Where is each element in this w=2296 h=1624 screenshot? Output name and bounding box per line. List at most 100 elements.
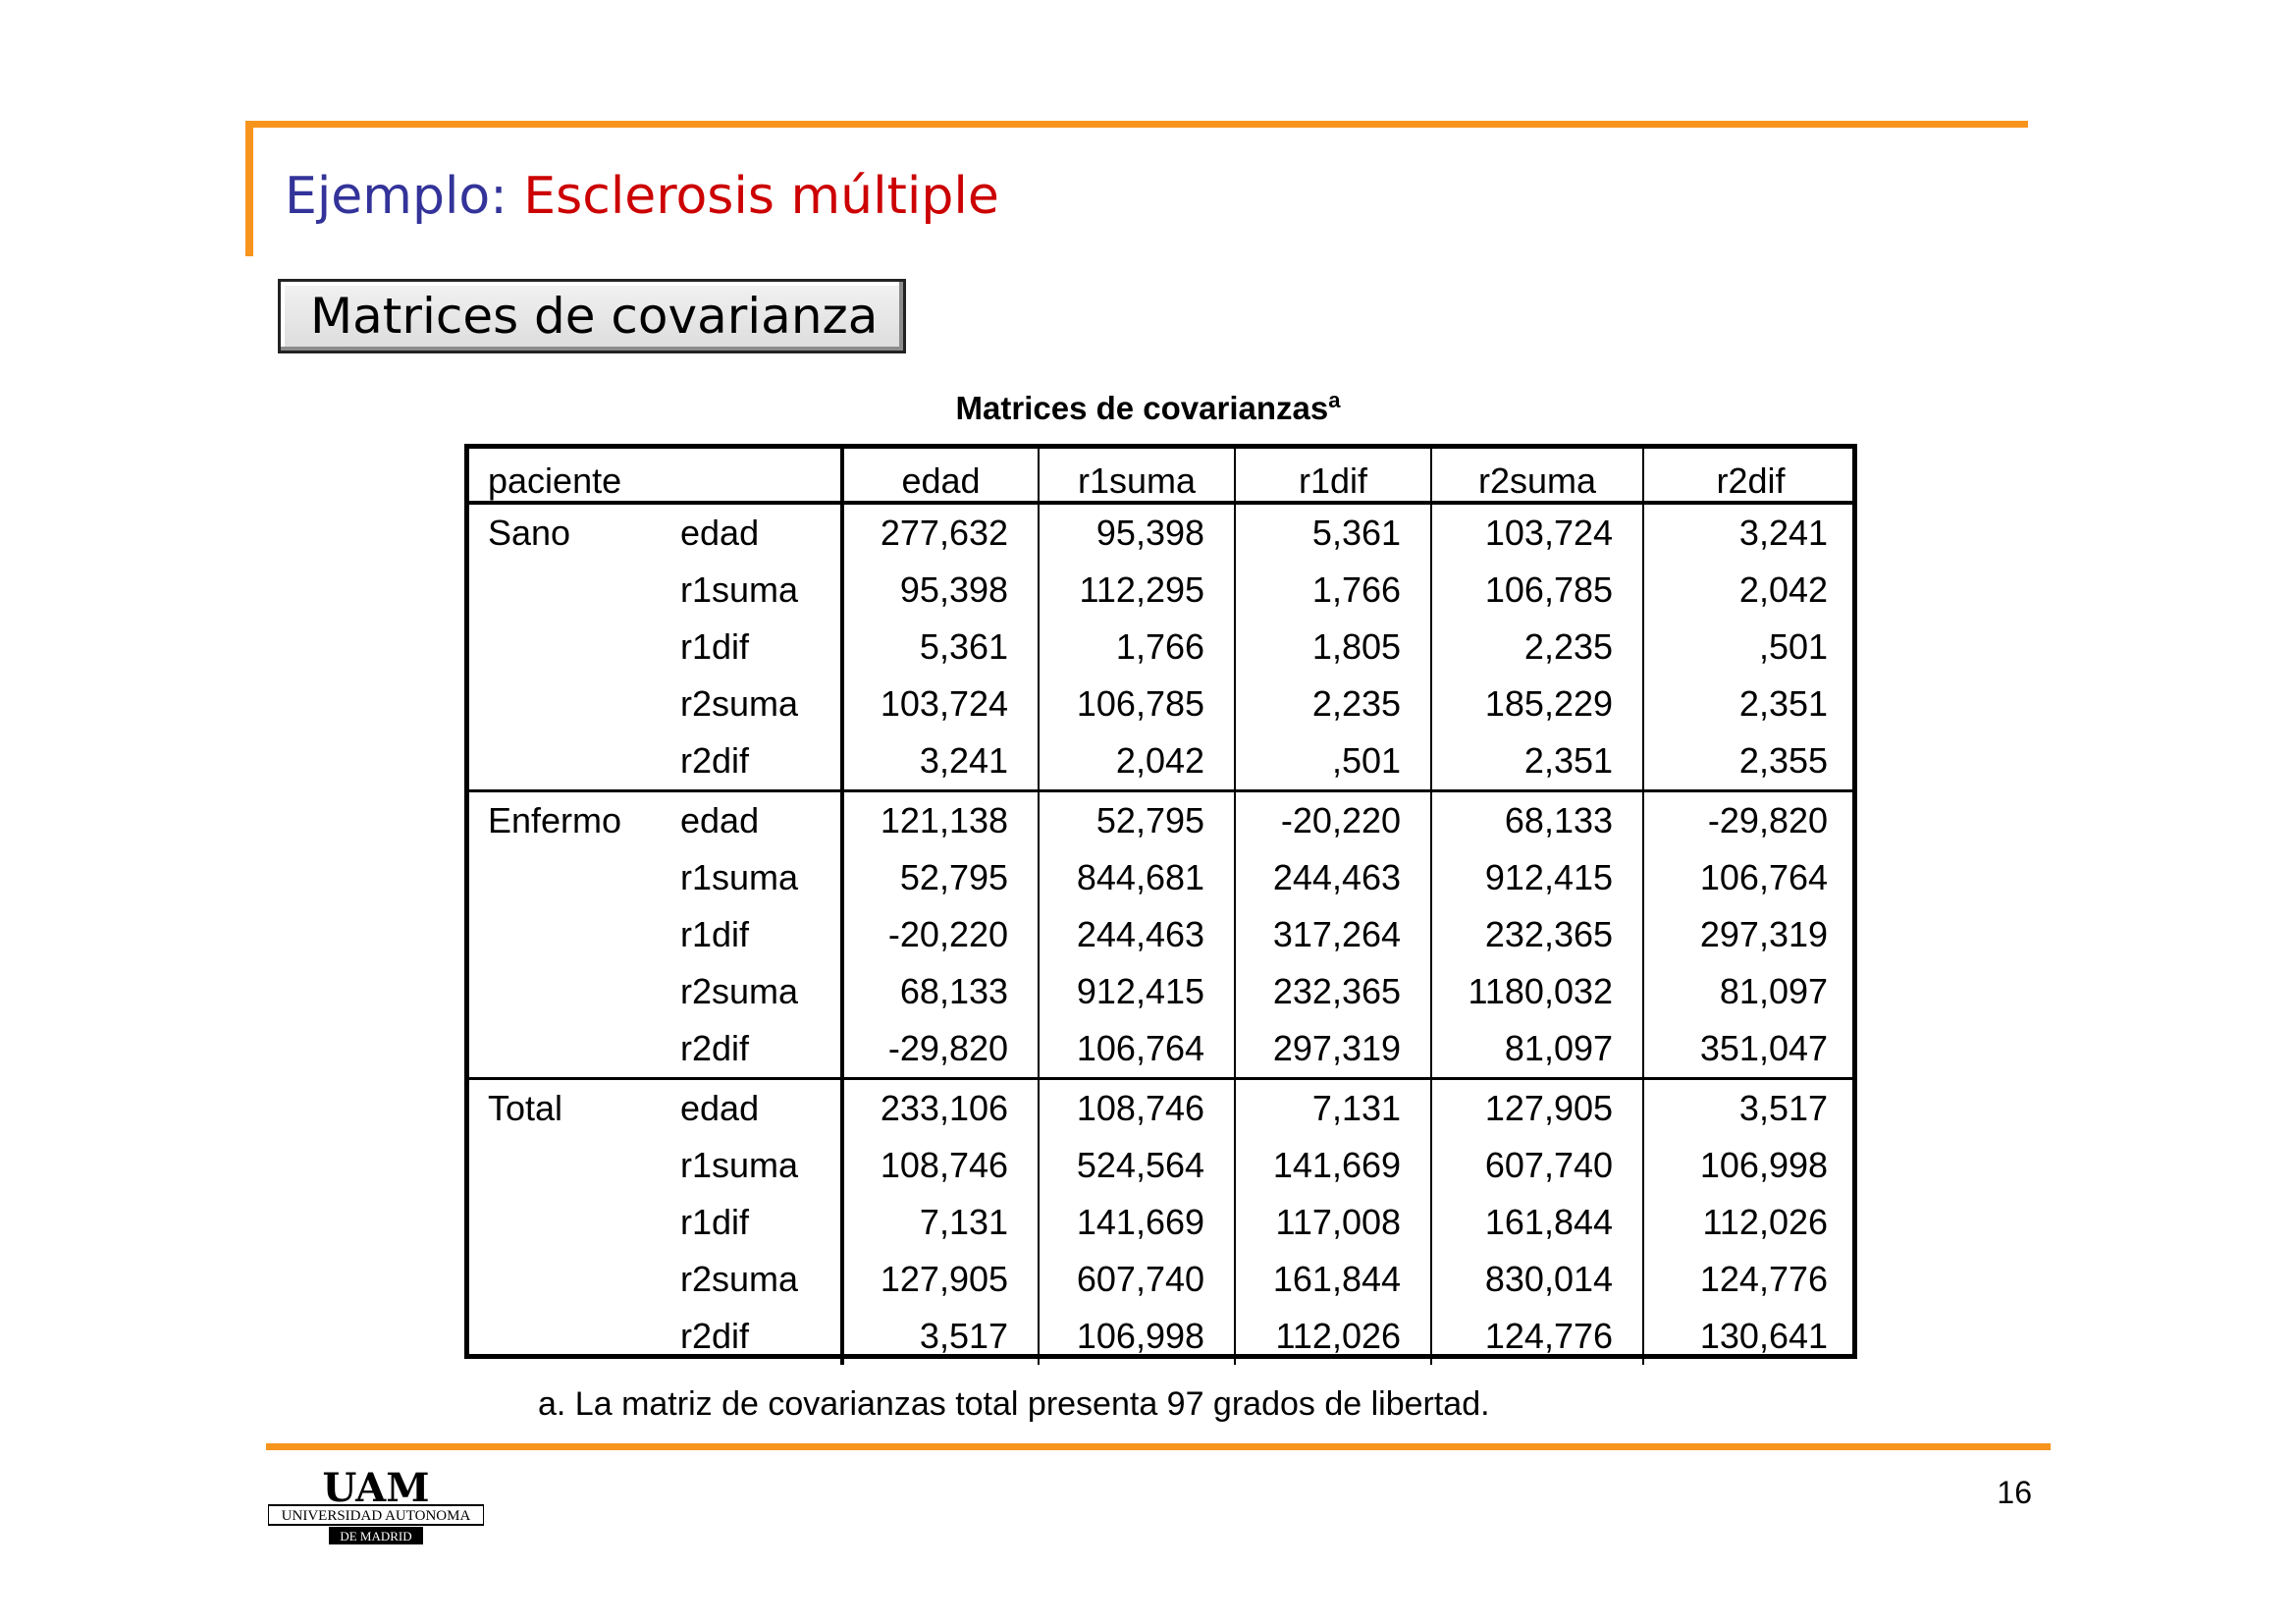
table-row: r2dif -29,820 106,764 297,319 81,097 351,047	[464, 1020, 1858, 1080]
covariance-cell: 351,047	[1643, 1020, 1858, 1080]
page-number: 16	[1997, 1475, 2032, 1510]
left-orange-rule	[245, 121, 253, 256]
covariance-table: paciente edad r1suma r1dif r2suma r2dif …	[464, 444, 1858, 1365]
table-caption-text: Matrices de covarianzas	[955, 390, 1329, 426]
covariance-cell: 297,319	[1699, 914, 1829, 954]
covariance-cell: 1180,032	[1431, 963, 1645, 1020]
covariance-cell: 117,008	[1235, 1194, 1433, 1251]
covariance-cell: 3,517	[1738, 1088, 1829, 1128]
table-row: r2suma 127,905 607,740 161,844 830,014 124,77…	[464, 1251, 1857, 1308]
covariance-cell: 3,517	[842, 1308, 1041, 1365]
covariance-cell: 2,351	[1431, 732, 1645, 792]
group-label	[464, 1137, 657, 1194]
covariance-cell: 2,042	[1738, 569, 1829, 610]
variable-label: r2dif	[657, 732, 845, 792]
covariance-cell: 52,795	[1039, 790, 1237, 849]
covariance-table-wrapper: paciente edad r1suma r1dif r2suma r2dif …	[464, 444, 1858, 1365]
slide-title: Ejemplo: Esclerosis múltiple	[285, 165, 999, 228]
covariance-cell: 81,097	[1431, 1020, 1645, 1080]
covariance-cell: 2,042	[1039, 732, 1237, 792]
covariance-cell: 524,564	[1039, 1137, 1237, 1194]
covariance-cell: -20,220	[1235, 790, 1433, 849]
covariance-cell: 7,131	[842, 1194, 1041, 1251]
covariance-cell: 2,235	[1235, 676, 1433, 732]
covariance-cell: 112,026	[1235, 1308, 1433, 1365]
covariance-cell: 233,106	[842, 1078, 1041, 1137]
covariance-cell: 130,641	[1699, 1316, 1829, 1356]
covariance-cell: 607,740	[1039, 1251, 1237, 1308]
table-header-row: paciente edad r1suma r1dif r2suma r2dif	[464, 444, 1858, 505]
variable-label: r1dif	[657, 619, 845, 676]
variable-label: r2suma	[657, 1251, 845, 1308]
variable-label: r1dif	[657, 906, 845, 963]
group-label	[464, 562, 657, 619]
logo-letters: UAM	[323, 1468, 430, 1511]
covariance-cell: 161,844	[1431, 1194, 1645, 1251]
top-orange-rule	[245, 121, 2028, 128]
group-label	[464, 906, 657, 963]
column-header: r2dif	[1643, 444, 1858, 505]
title-main: Esclerosis múltiple	[523, 167, 999, 226]
covariance-cell: 3,241	[842, 732, 1041, 792]
table-body: Sano edad 277,632 95,398 5,361 103,724 3,241 r1…	[464, 503, 1858, 1365]
covariance-cell: 106,998	[1039, 1308, 1237, 1365]
subtitle-box: Matrices de covarianza	[278, 279, 906, 353]
table-row: r2suma 103,724 106,785 2,235 185,229 2,351	[464, 676, 1857, 732]
table-row: r1suma 108,746 524,564 141,669 607,740 106,99…	[464, 1137, 1857, 1194]
covariance-cell: 2,235	[1431, 619, 1645, 676]
group-label	[464, 1194, 657, 1251]
logo-line2: DE MADRID	[340, 1529, 411, 1543]
variable-label: edad	[657, 790, 845, 849]
covariance-cell: 68,133	[1431, 790, 1645, 849]
covariance-cell: 3,241	[1738, 513, 1829, 553]
covariance-cell: 297,319	[1235, 1020, 1433, 1080]
column-header: r1suma	[1039, 444, 1237, 505]
covariance-cell: 81,097	[1719, 971, 1829, 1011]
table-row: r1dif -20,220 244,463 317,264 232,365 297,319	[464, 906, 1857, 963]
covariance-cell: 106,785	[1431, 562, 1645, 619]
covariance-cell: ,501	[1758, 626, 1829, 667]
group-label	[464, 732, 657, 792]
covariance-cell: 95,398	[1039, 503, 1237, 562]
covariance-cell: 232,365	[1235, 963, 1433, 1020]
group-label	[464, 1251, 657, 1308]
column-header: r2suma	[1431, 444, 1645, 505]
variable-label: r2dif	[657, 1308, 845, 1365]
covariance-cell: 244,463	[1039, 906, 1237, 963]
table-row: Total edad 233,106 108,746 7,131 127,905 3,517	[464, 1078, 1857, 1137]
covariance-cell: 103,724	[1431, 503, 1645, 562]
covariance-cell: 127,905	[842, 1251, 1041, 1308]
variable-label: edad	[657, 1078, 845, 1137]
covariance-cell: -29,820	[842, 1020, 1041, 1080]
variable-label: r2dif	[657, 1020, 845, 1080]
covariance-cell: 124,776	[1699, 1259, 1829, 1299]
covariance-cell: 68,133	[842, 963, 1041, 1020]
uam-logo: UAM UNIVERSIDAD AUTONOMA DE MADRID	[268, 1468, 484, 1544]
table-caption-marker: a	[1328, 388, 1341, 412]
covariance-cell: 124,776	[1431, 1308, 1645, 1365]
covariance-cell: 161,844	[1235, 1251, 1433, 1308]
variable-label: r1dif	[657, 1194, 845, 1251]
covariance-cell: 1,805	[1235, 619, 1433, 676]
covariance-cell: 52,795	[842, 849, 1041, 906]
covariance-cell: 127,905	[1431, 1078, 1645, 1137]
variable-label: r2suma	[657, 963, 845, 1020]
table-row: Sano edad 277,632 95,398 5,361 103,724 3,241	[464, 503, 1857, 562]
logo-line1: UNIVERSIDAD AUTONOMA	[282, 1508, 471, 1524]
table-caption: Matrices de covarianzasa	[0, 379, 2296, 430]
covariance-cell: 7,131	[1235, 1078, 1433, 1137]
variable-label: r1suma	[657, 849, 845, 906]
table-row: r1dif 7,131 141,669 117,008 161,844 112,026	[464, 1194, 1857, 1251]
covariance-cell: 317,264	[1235, 906, 1433, 963]
variable-label: r1suma	[657, 1137, 845, 1194]
variable-label: edad	[657, 503, 845, 562]
covariance-cell: 244,463	[1235, 849, 1433, 906]
covariance-cell: 1,766	[1235, 562, 1433, 619]
covariance-cell: 106,764	[1699, 857, 1829, 897]
covariance-cell: 112,295	[1039, 562, 1237, 619]
covariance-cell: 912,415	[1039, 963, 1237, 1020]
table-row: r1suma 95,398 112,295 1,766 106,785 2,042	[464, 562, 1857, 619]
covariance-cell: 2,355	[1643, 732, 1858, 792]
covariance-cell: 121,138	[842, 790, 1041, 849]
group-label	[464, 963, 657, 1020]
